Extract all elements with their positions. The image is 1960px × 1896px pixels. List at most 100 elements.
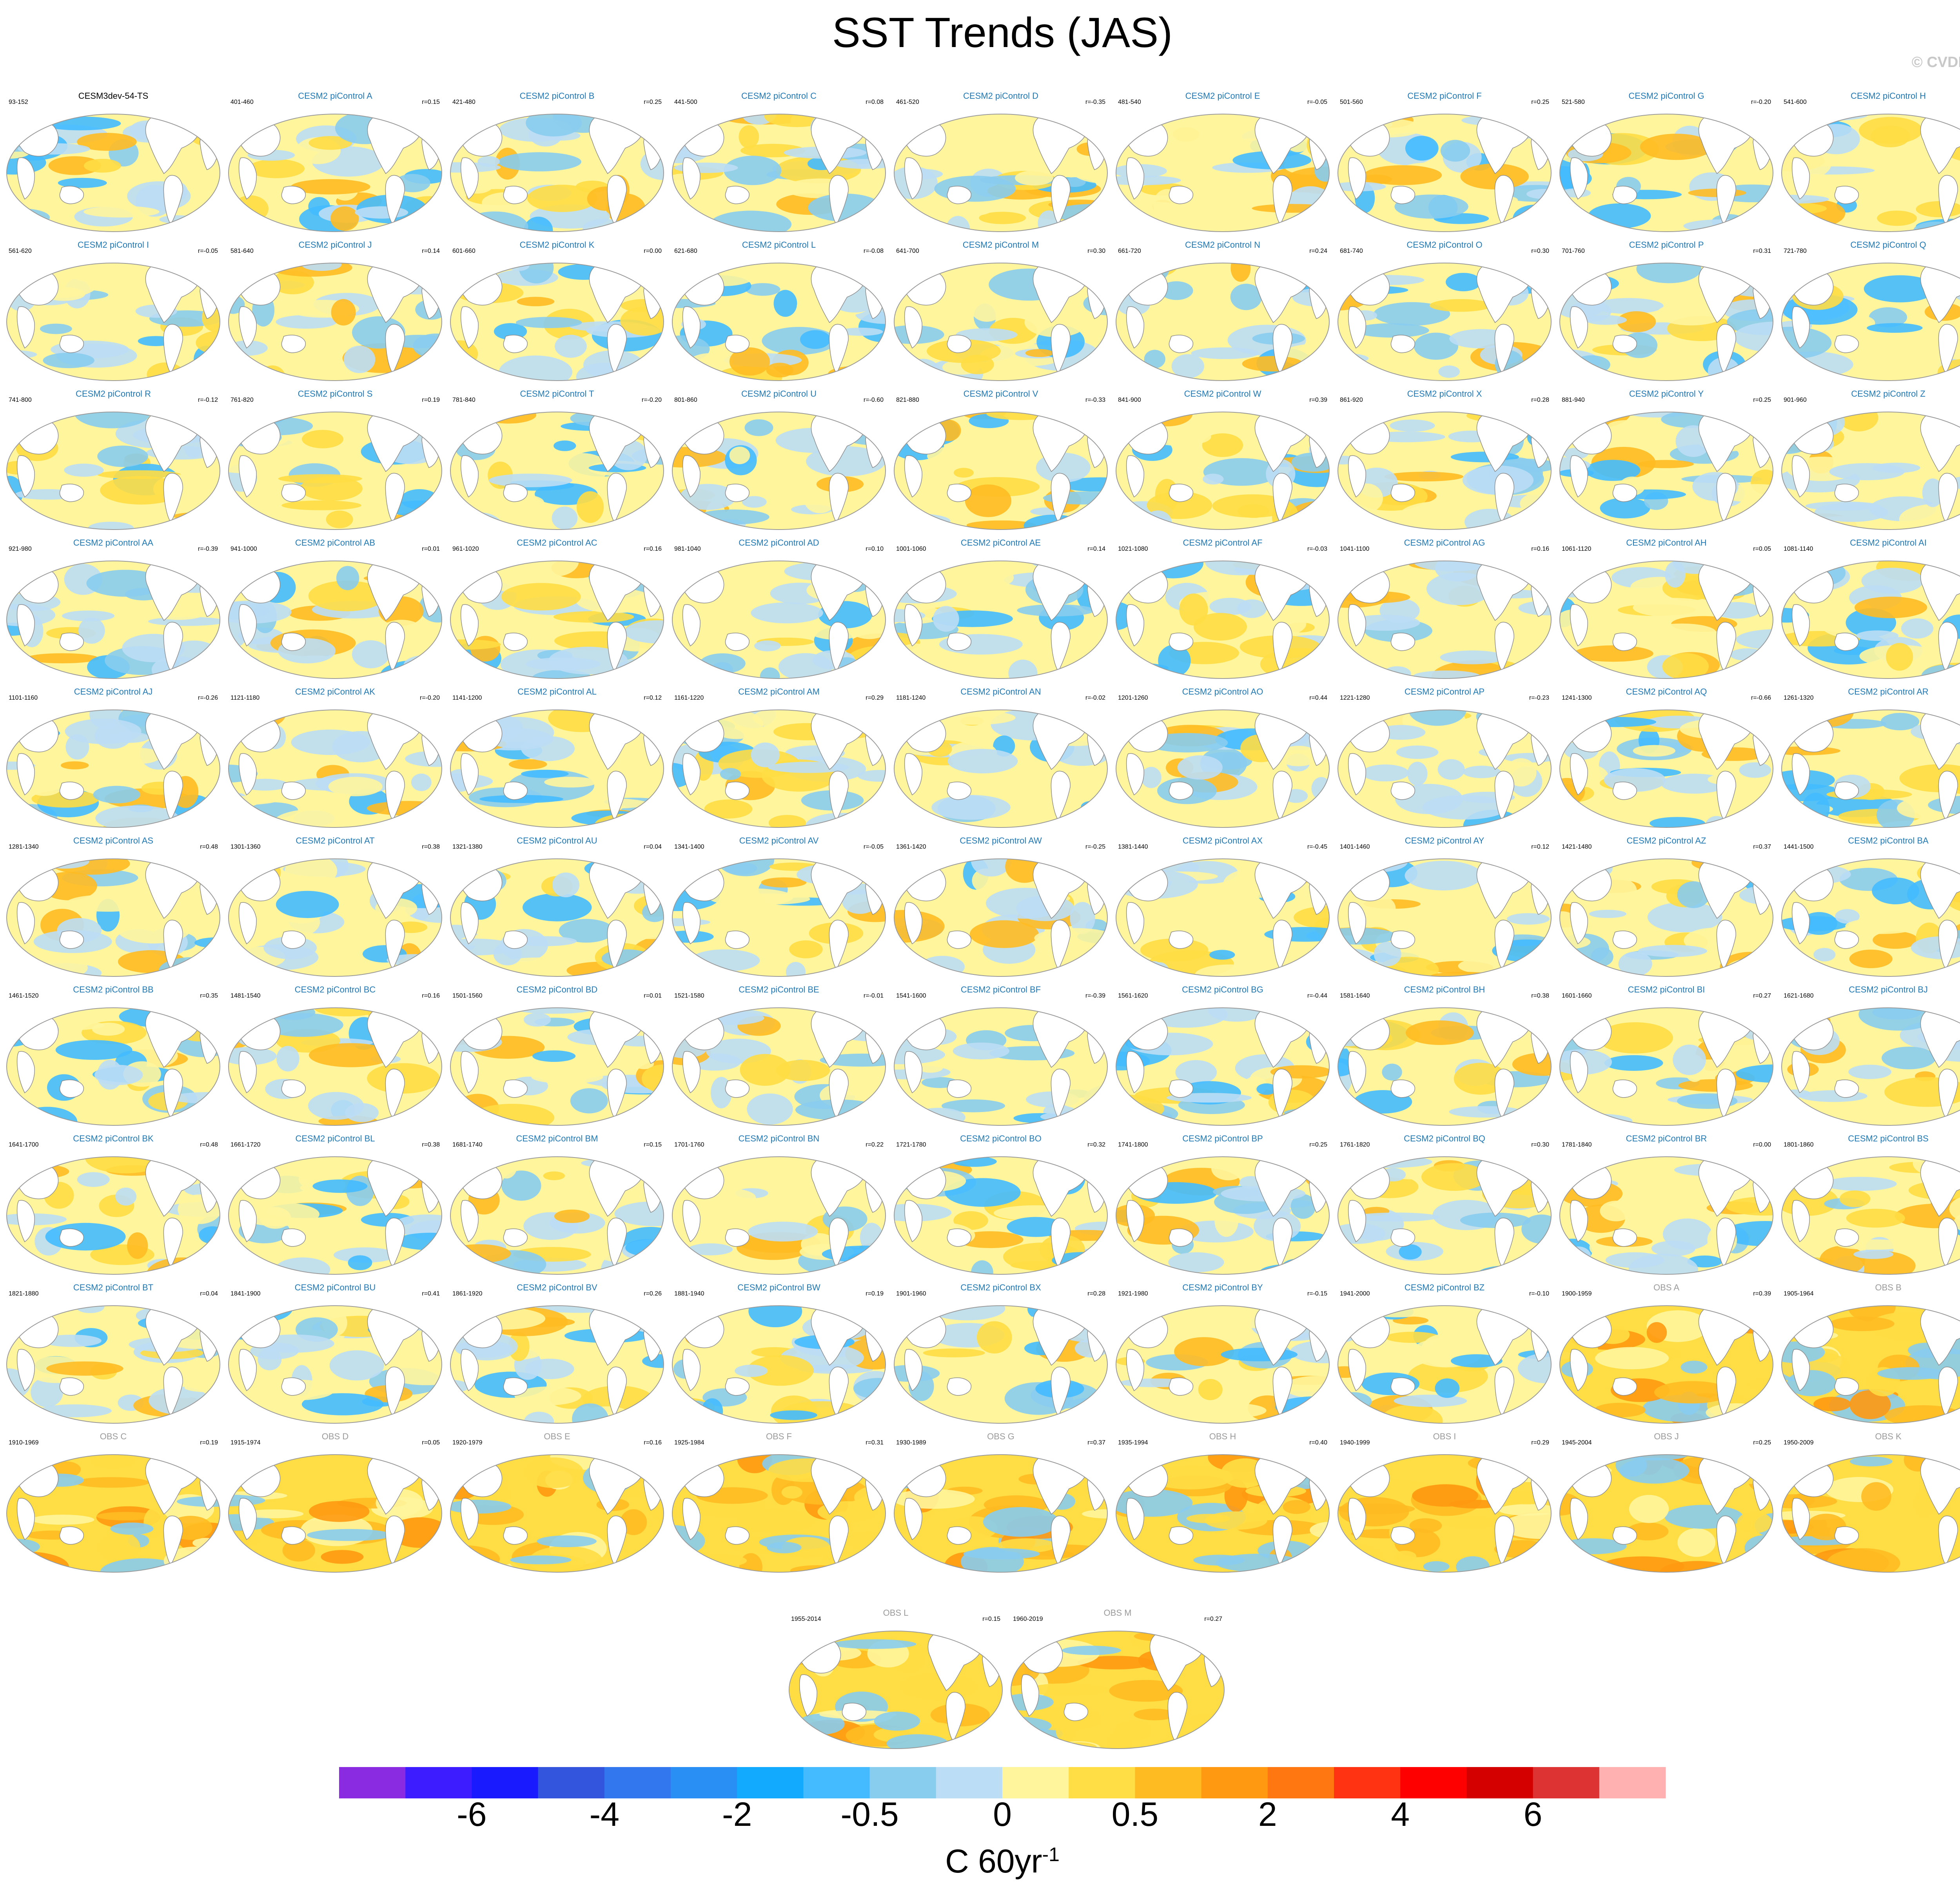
sst-trend-map bbox=[894, 858, 1108, 977]
sst-anomaly-patch bbox=[1383, 666, 1411, 679]
sst-anomaly-patch bbox=[394, 859, 441, 873]
map-frame bbox=[228, 263, 442, 381]
sst-anomaly-patch bbox=[1761, 1405, 1773, 1423]
panel-correlation: r=0.25 bbox=[644, 99, 662, 105]
sst-anomaly-patch bbox=[329, 1350, 384, 1381]
land-mass bbox=[1348, 753, 1366, 796]
panel-years: 861-920 bbox=[1340, 397, 1363, 403]
sst-trend-map bbox=[228, 1305, 442, 1424]
panel-correlation: r=0.19 bbox=[422, 397, 440, 403]
map-frame bbox=[6, 412, 220, 530]
sst-anomaly-patch bbox=[646, 802, 664, 827]
map-panel: CESM2 piControl BO 1721-1780 r=0.32 bbox=[891, 1132, 1111, 1279]
land-mass bbox=[947, 1080, 971, 1098]
map-frame bbox=[228, 561, 442, 679]
sst-anomaly-patch bbox=[1320, 1395, 1329, 1413]
sst-trend-map bbox=[672, 114, 886, 232]
sst-anomaly-patch bbox=[1759, 114, 1773, 122]
sst-trend-map bbox=[1559, 709, 1773, 828]
sst-anomaly-patch bbox=[1393, 1551, 1417, 1562]
sst-anomaly-patch bbox=[1382, 1063, 1402, 1081]
panel-correlation: r=0.31 bbox=[866, 1439, 884, 1446]
sst-anomaly-patch bbox=[1848, 1306, 1896, 1322]
sst-anomaly-patch bbox=[548, 646, 628, 675]
sst-anomaly-patch bbox=[956, 328, 1018, 341]
sst-trend-map bbox=[1781, 709, 1960, 828]
sst-anomaly-patch bbox=[622, 1259, 664, 1274]
map-frame bbox=[1116, 858, 1330, 977]
land-mass bbox=[16, 306, 35, 349]
sst-anomaly-patch bbox=[971, 859, 1012, 877]
sst-anomaly-patch bbox=[1560, 1546, 1568, 1572]
sst-anomaly-patch bbox=[1160, 281, 1193, 300]
panel-years: 1061-1120 bbox=[1562, 546, 1592, 552]
sst-anomaly-patch bbox=[696, 509, 769, 525]
panel-years: 1681-1740 bbox=[452, 1141, 483, 1148]
sst-anomaly-patch bbox=[1922, 478, 1944, 507]
panel-years: 1925-1984 bbox=[674, 1439, 704, 1446]
sst-anomaly-patch bbox=[751, 742, 780, 767]
sst-anomaly-patch bbox=[953, 1042, 1009, 1060]
sst-anomaly-patch bbox=[1826, 1548, 1900, 1572]
land-mass bbox=[1570, 1051, 1588, 1094]
land-mass bbox=[503, 1526, 528, 1545]
sst-anomaly-patch bbox=[1238, 504, 1270, 518]
land-mass bbox=[1834, 1080, 1859, 1098]
sst-anomaly-patch bbox=[1076, 1157, 1107, 1168]
land-mass bbox=[1169, 484, 1193, 502]
map-frame bbox=[450, 561, 664, 679]
sst-anomaly-patch bbox=[1149, 1465, 1232, 1490]
sst-anomaly-patch bbox=[1281, 1258, 1318, 1274]
land-mass bbox=[725, 633, 750, 651]
land-mass bbox=[682, 753, 701, 796]
sst-anomaly-patch bbox=[1338, 1009, 1365, 1027]
land-mass bbox=[281, 1228, 306, 1247]
land-mass bbox=[682, 306, 701, 349]
panel-title: CESM2 piControl BK bbox=[73, 1134, 154, 1143]
sst-anomaly-patch bbox=[620, 1509, 647, 1535]
map-frame bbox=[1116, 1305, 1330, 1424]
panel-years: 641-700 bbox=[896, 248, 919, 254]
sst-anomaly-patch bbox=[531, 1070, 603, 1084]
land-mass bbox=[904, 902, 922, 945]
sst-anomaly-patch bbox=[143, 1508, 165, 1538]
sst-anomaly-patch bbox=[281, 500, 361, 510]
panel-years: 721-780 bbox=[1784, 248, 1807, 254]
land-mass bbox=[1612, 1526, 1637, 1545]
sst-anomaly-patch bbox=[1629, 1495, 1669, 1523]
sst-anomaly-patch bbox=[1293, 263, 1329, 285]
map-frame bbox=[1116, 263, 1330, 381]
sst-anomaly-patch bbox=[345, 1103, 379, 1122]
sst-anomaly-patch bbox=[58, 178, 107, 188]
sst-anomaly-patch bbox=[745, 283, 780, 296]
panel-years: 1141-1200 bbox=[452, 695, 482, 701]
sst-anomaly-patch bbox=[31, 1377, 63, 1407]
sst-anomaly-patch bbox=[38, 1404, 112, 1417]
panel-years: 1521-1580 bbox=[674, 992, 704, 999]
sst-trend-map bbox=[894, 412, 1108, 530]
sst-trend-map bbox=[6, 1454, 220, 1573]
sst-anomaly-patch bbox=[1593, 298, 1664, 314]
panel-title: CESM2 piControl AZ bbox=[1626, 836, 1706, 845]
sst-anomaly-patch bbox=[729, 446, 750, 464]
sst-anomaly-patch bbox=[270, 1170, 346, 1199]
sst-anomaly-patch bbox=[906, 1463, 927, 1472]
sst-anomaly-patch bbox=[923, 1348, 985, 1357]
sst-anomaly-patch bbox=[1465, 509, 1515, 530]
sst-anomaly-patch bbox=[1801, 912, 1837, 935]
sst-trend-map bbox=[672, 858, 886, 977]
sst-trend-map bbox=[6, 858, 220, 977]
panel-title: CESM2 piControl P bbox=[1629, 240, 1704, 250]
panel-years: 1941-2000 bbox=[1340, 1290, 1370, 1297]
panel-years: 1001-1060 bbox=[896, 546, 926, 552]
sst-anomaly-patch bbox=[1338, 207, 1347, 224]
sst-anomaly-patch bbox=[1283, 1500, 1310, 1514]
sst-anomaly-patch bbox=[552, 506, 578, 530]
sst-anomaly-patch bbox=[782, 1537, 830, 1558]
sst-anomaly-patch bbox=[1955, 1562, 1960, 1572]
sst-anomaly-patch bbox=[1389, 263, 1421, 270]
sst-anomaly-patch bbox=[1638, 945, 1708, 957]
sst-anomaly-patch bbox=[532, 1050, 576, 1062]
colorbar-tick-label: 4 bbox=[1391, 1796, 1410, 1833]
sst-anomaly-patch bbox=[839, 327, 883, 336]
